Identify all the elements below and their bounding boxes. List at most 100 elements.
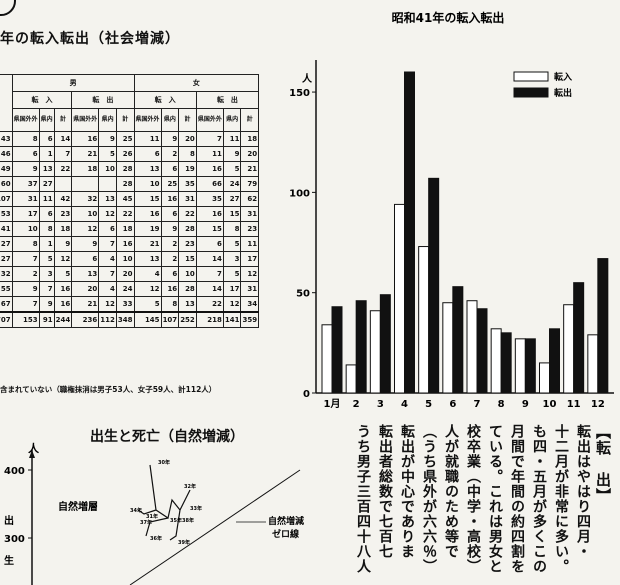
table-cell: 14 <box>195 251 224 267</box>
bar-in <box>369 310 381 394</box>
table-cell: 13 <box>71 266 100 282</box>
table-cell: 8 <box>178 146 197 162</box>
table-cell: 15 <box>222 206 242 222</box>
table-cell: 62 <box>240 191 260 207</box>
table-cell: 13 <box>133 161 162 177</box>
table-cell: 9 <box>11 281 40 297</box>
table-cell: 16 <box>53 296 73 313</box>
table-cell: 6 <box>160 266 180 282</box>
table-cell: 19 <box>133 221 162 237</box>
table-cell: 7 <box>53 146 73 162</box>
table-cell: 31 <box>240 281 260 297</box>
table-cell: 21 <box>71 296 100 313</box>
table-cell: 17 <box>222 281 242 297</box>
table-cell: 348 <box>115 311 135 328</box>
bar-in <box>466 300 478 394</box>
table-cell: 23 <box>53 206 73 222</box>
table-cell: 55 <box>0 281 13 297</box>
table-cell: 14 <box>53 131 73 147</box>
table-cell: 13 <box>98 191 117 207</box>
bar-out <box>500 332 512 394</box>
table-cell: 27 <box>0 236 13 252</box>
table-cell: 23 <box>178 236 197 252</box>
vt-line: 転出が中心でありま <box>399 424 415 559</box>
table-header-total <box>0 74 13 132</box>
table-cell: 107 <box>0 191 13 207</box>
table-cell: 16 <box>115 236 135 252</box>
bar-in <box>587 334 599 394</box>
table-cell: 1 <box>38 146 55 162</box>
table-cell: 17 <box>240 251 260 267</box>
table-cell: 33 <box>115 296 135 313</box>
table-cell: 9 <box>98 131 117 147</box>
table-cell: 5 <box>133 296 162 313</box>
table-cell: 23 <box>240 221 260 237</box>
bd-year-label: 30年 <box>158 459 170 466</box>
table-cell: 141 <box>222 311 242 328</box>
vt-heading: 【転 出】 <box>594 424 612 504</box>
table-cell: 9 <box>160 131 180 147</box>
bd-zero-label-2: ゼロ線 <box>272 528 299 540</box>
table-cell: 27 <box>38 176 55 192</box>
table-cell: 11 <box>38 191 55 207</box>
table-cell: 9 <box>222 146 242 162</box>
table-cell: 35 <box>195 191 224 207</box>
column-header: 計 <box>53 108 73 132</box>
table-cell: 31 <box>11 191 40 207</box>
table-cell: 11 <box>222 131 242 147</box>
table-cell: 28 <box>115 161 135 177</box>
table-cell: 14 <box>195 281 224 297</box>
table-cell: 21 <box>71 146 100 162</box>
vt-line: 人が就職のため等で <box>443 424 459 559</box>
bd-zero-line <box>129 469 301 585</box>
table-cell: 20 <box>178 131 197 147</box>
table-cell: 7 <box>38 281 55 297</box>
table-cell: 15 <box>133 191 162 207</box>
table-cell: 10 <box>11 221 40 237</box>
bd-left-label-1: 出 <box>4 514 14 527</box>
table-cell: 6 <box>38 131 55 147</box>
table-cell: 32 <box>71 191 100 207</box>
table-cell: 9 <box>160 221 180 237</box>
legend-label: 転出 <box>554 87 572 99</box>
table-cell: 9 <box>11 161 40 177</box>
table-cell: 6 <box>160 206 180 222</box>
table-cell: 6 <box>160 161 180 177</box>
table-row: 27 8 1 9 9 7 16 21 2 23 6 5 11 <box>0 236 260 252</box>
table-cell: 53 <box>0 206 13 222</box>
table-cell: 7 <box>98 266 117 282</box>
table-cell: 79 <box>240 176 260 192</box>
table-cell: 28 <box>115 176 135 192</box>
table-cell: 11 <box>133 131 162 147</box>
vt-line: ている。これは男女と <box>487 424 503 574</box>
column-header: 計 <box>178 108 197 132</box>
table-row: 49 9 13 22 18 10 28 13 6 19 16 5 21 <box>0 161 260 177</box>
table-row: 60 37 27 28 10 25 35 66 24 79 <box>0 176 260 192</box>
table-row: 107311142321345151631352762 <box>0 191 260 207</box>
column-header: 県内 <box>222 108 242 132</box>
table-cell: 13 <box>178 296 197 313</box>
table-row: 67 7 9 16 21 12 33 5 8 13 22 12 34 <box>0 296 260 313</box>
bd-year-label: 33年 <box>190 505 202 512</box>
vt-line: 月間で年間の約四割を <box>509 424 525 574</box>
table-cell: 42 <box>53 191 73 207</box>
table-cell: 112 <box>98 311 117 328</box>
table-row: 41 10 8 18 12 6 18 19 9 28 15 8 23 <box>0 221 260 237</box>
table-cell: 18 <box>53 221 73 237</box>
table-cell: 43 <box>0 131 13 147</box>
x-tick-label: 9 <box>522 399 529 410</box>
column-header: 計 <box>240 108 260 132</box>
table-cell: 5 <box>38 251 55 267</box>
table-cell: 145 <box>133 311 162 328</box>
table-cell: 6 <box>11 146 40 162</box>
table-cell: 17 <box>11 206 40 222</box>
table-cell: 7 <box>11 296 40 313</box>
table-cell: 27 <box>0 251 13 267</box>
table-cell: 21 <box>240 161 260 177</box>
table-cell: 27 <box>222 191 242 207</box>
bar-in <box>418 246 430 394</box>
table-cell: 34 <box>240 296 260 313</box>
table-cell: 37 <box>11 176 40 192</box>
bd-zero-label-1: 自然増減 <box>268 515 304 527</box>
